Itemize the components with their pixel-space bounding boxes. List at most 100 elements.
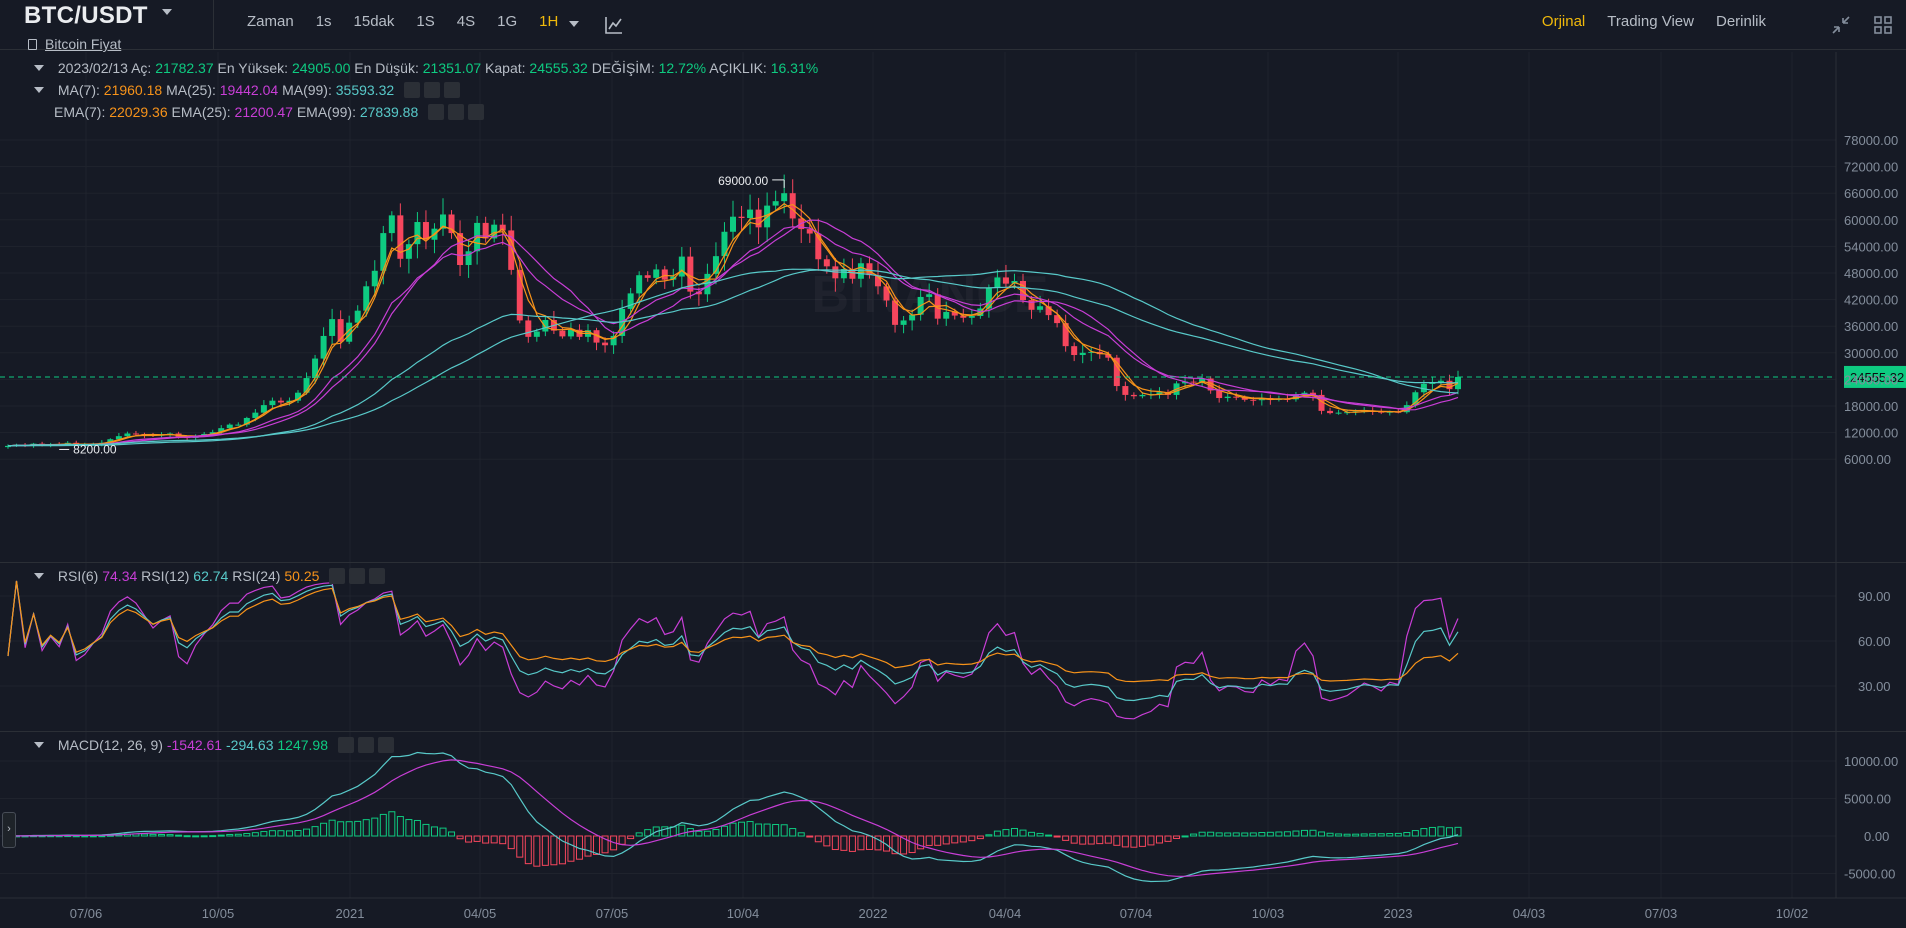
macd-hist-bar: [985, 834, 993, 837]
ma-close-icon[interactable]: [444, 82, 461, 98]
macd-hist-bar: [908, 835, 916, 854]
macd-hist-bar: [285, 830, 293, 837]
candle-body: [1207, 378, 1214, 391]
macd-hist-bar: [448, 831, 456, 837]
rsi-tick-label: 30.00: [1858, 679, 1891, 694]
macd-hist-bar: [1445, 827, 1453, 837]
macd-hist-bar: [1386, 833, 1394, 837]
candle-body: [440, 214, 446, 229]
candle-body: [678, 256, 685, 277]
view-selector: Orjinal Trading View Derinlik: [1520, 13, 1766, 30]
macd-collapse-icon[interactable]: [34, 742, 44, 748]
candle-body: [1079, 352, 1086, 356]
bitcoin-price-link[interactable]: Bitcoin Fiyat: [45, 36, 122, 52]
close-value: 24555.32: [529, 60, 588, 76]
candle-body: [627, 293, 634, 309]
candle-body: [388, 215, 395, 234]
legend-collapse-icon[interactable]: [34, 65, 44, 71]
macd-hist-bar: [1155, 835, 1163, 844]
macd-pane-divider[interactable]: [0, 731, 1906, 732]
macd-hist-bar: [303, 828, 311, 837]
macd-close-icon[interactable]: [377, 737, 394, 753]
candle-body: [1088, 351, 1095, 353]
view-tradingview[interactable]: Trading View: [1607, 13, 1694, 30]
candle-body: [380, 233, 387, 271]
macd-hist-bar: [1028, 831, 1036, 837]
macd-hist-bar: [1045, 834, 1053, 837]
candle-body: [1139, 394, 1146, 397]
interval-1h[interactable]: 1S: [416, 13, 435, 30]
ma99-line: [7, 268, 1459, 447]
chart-toolbar: BTC/USDT Bitcoin Fiyat Zaman 1s 15dak 1S…: [0, 0, 1906, 52]
indicators-icon[interactable]: [604, 15, 624, 35]
macd-dea-value: -294.63: [226, 737, 274, 753]
candle-body: [1199, 378, 1206, 383]
ma-collapse-icon[interactable]: [34, 87, 44, 93]
rsi-close-icon[interactable]: [369, 568, 386, 584]
candle-body: [465, 251, 472, 266]
amplitude-value: 16.31%: [770, 60, 819, 76]
candle-body: [1037, 306, 1044, 310]
macd-visibility-icon[interactable]: [337, 737, 354, 753]
rsi6-value: 74.34: [102, 568, 138, 584]
candle-body: [653, 269, 660, 278]
candle-body: [1216, 390, 1223, 399]
amplitude-label: AÇIKLIK:: [709, 60, 767, 76]
ema-visibility-icon[interactable]: [428, 104, 445, 120]
view-depth[interactable]: Derinlik: [1715, 13, 1766, 30]
macd-hist-bar: [1360, 833, 1368, 837]
candle-body: [857, 263, 864, 279]
time-tick-label: 07/04: [1120, 906, 1153, 921]
rsi-settings-icon[interactable]: [349, 568, 366, 584]
candle-body: [1028, 300, 1035, 310]
candle-body: [695, 291, 702, 295]
interval-time[interactable]: Zaman: [247, 13, 294, 30]
candle-body: [823, 259, 830, 267]
rsi-collapse-icon[interactable]: [34, 573, 44, 579]
macd-settings-icon[interactable]: [357, 737, 374, 753]
ema-settings-icon[interactable]: [448, 104, 465, 120]
ma-settings-icon[interactable]: [424, 82, 441, 98]
price-tick-label: 30000.00: [1844, 346, 1898, 361]
view-original[interactable]: Orjinal: [1541, 13, 1586, 30]
rsi24-value: 50.25: [284, 568, 320, 584]
candle-body: [644, 275, 651, 278]
price-tick-label: 60000.00: [1844, 213, 1898, 228]
interval-4h[interactable]: 4S: [456, 13, 476, 30]
candle-body: [363, 286, 370, 311]
ema-close-icon[interactable]: [468, 104, 485, 120]
ma-visibility-icon[interactable]: [404, 82, 421, 98]
macd-hist-bar: [328, 819, 336, 837]
candle-body: [414, 222, 421, 245]
macd-hist-bar: [524, 835, 532, 865]
pair-subtitle[interactable]: Bitcoin Fiyat: [28, 36, 121, 52]
interval-1d[interactable]: 1G: [497, 13, 518, 30]
macd-hist-bar: [942, 835, 950, 845]
ohlc-date: 2023/02/13: [57, 60, 128, 76]
interval-more-icon[interactable]: [569, 21, 579, 27]
price-tick-label: 54000.00: [1844, 239, 1898, 254]
rsi-pane-divider[interactable]: [0, 562, 1906, 563]
interval-1s[interactable]: 1s: [315, 13, 332, 30]
rsi-visibility-icon[interactable]: [329, 568, 346, 584]
collapse-icon[interactable]: [1830, 14, 1852, 36]
candle-body: [491, 224, 498, 239]
pair-title[interactable]: BTC/USDT: [24, 2, 148, 29]
macd-hist-bar: [865, 835, 873, 850]
macd-dif-line: [7, 751, 1459, 883]
layout-grid-icon[interactable]: [1872, 14, 1894, 36]
sidebar-expand-button[interactable]: ›: [2, 812, 16, 848]
interval-15m[interactable]: 15dak: [353, 13, 395, 30]
interval-1w[interactable]: 1H: [539, 13, 559, 30]
ema-legend: EMA(7): 22029.36 EMA(25): 21200.47 EMA(9…: [54, 104, 485, 120]
candle-body: [567, 329, 574, 337]
pair-dropdown-icon[interactable]: [162, 9, 172, 15]
candle-body: [747, 209, 754, 219]
change-label: DEĞİŞİM:: [591, 60, 655, 76]
macd-hist-bar: [149, 833, 157, 837]
macd-hist-bar: [268, 830, 276, 837]
candle-body: [132, 433, 139, 435]
candle-body: [499, 224, 506, 231]
candle-body: [516, 269, 523, 321]
